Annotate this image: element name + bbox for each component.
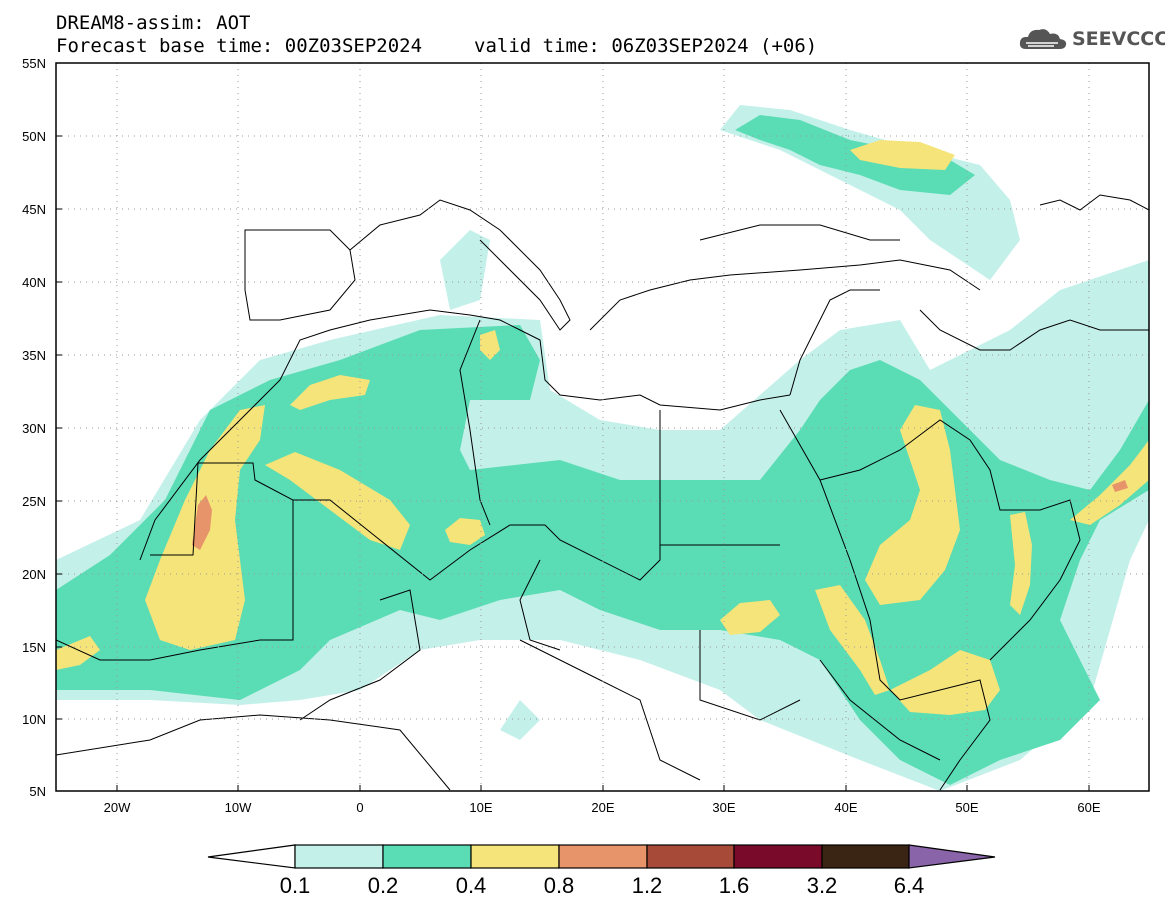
lat-label: 50N [22, 129, 46, 144]
lon-label: 20W [104, 800, 131, 815]
valid-time: valid time: 06Z03SEP2024 (+06) [474, 35, 818, 57]
colorbar-swatch [382, 844, 472, 869]
colorbar-label: 1.2 [632, 873, 663, 898]
grid [56, 63, 1149, 791]
lat-label: 35N [22, 348, 46, 363]
map-title: DREAM8-assim: AOT [56, 12, 251, 34]
lat-label: 20N [22, 567, 46, 582]
colorbar-swatch [646, 844, 735, 869]
lon-label: 10E [469, 800, 492, 815]
seevccc-logo: SEEVCCC [1018, 25, 1165, 53]
lat-label: 40N [22, 275, 46, 290]
colorbar-label: 6.4 [894, 873, 925, 898]
lat-label: 5N [29, 784, 46, 799]
lon-label: 50E [955, 800, 978, 815]
forecast-times: Forecast base time: 00Z03SEP2024 valid ti… [56, 36, 817, 57]
lat-label: 45N [22, 202, 46, 217]
lon-label: 60E [1077, 800, 1100, 815]
lon-label: 10W [225, 800, 252, 815]
colorbar-label: 3.2 [807, 873, 838, 898]
lon-label: 30E [712, 800, 735, 815]
colorbar-label: 1.6 [719, 873, 750, 898]
colorbar-lower-arrow [207, 844, 296, 869]
colorbar-label: 0.2 [368, 873, 399, 898]
lat-label: 25N [22, 494, 46, 509]
coastlines [56, 194, 1149, 791]
lon-label: 40E [834, 800, 857, 815]
colorbar-swatch [821, 844, 910, 869]
colorbar-swatch [470, 844, 560, 869]
lat-label: 55N [22, 56, 46, 71]
colorbar-label: 0.4 [456, 873, 487, 898]
lat-label: 30N [22, 421, 46, 436]
colorbar-swatch [733, 844, 823, 869]
colorbar-upper-arrow [908, 844, 996, 869]
colorbar-swatch [558, 844, 648, 869]
lat-label: 10N [22, 712, 46, 727]
lon-label: 0 [356, 800, 363, 815]
tick-marks [56, 62, 1090, 791]
cloud-icon [1019, 29, 1067, 49]
base-time: Forecast base time: 00Z03SEP2024 [56, 35, 423, 57]
logo-text: SEEVCCC [1072, 28, 1165, 50]
lat-label: 15N [22, 640, 46, 655]
colorbar [207, 844, 996, 869]
colorbar-label: 0.1 [280, 873, 311, 898]
colorbar-label: 0.8 [544, 873, 575, 898]
lon-label: 20E [591, 800, 614, 815]
colorbar-swatch [294, 844, 384, 869]
